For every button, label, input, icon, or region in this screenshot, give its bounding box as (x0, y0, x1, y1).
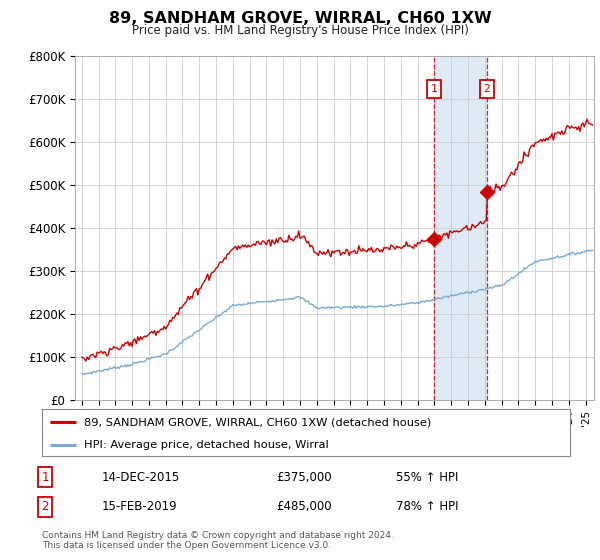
Text: 1: 1 (430, 83, 437, 94)
Bar (434, 56, 487, 400)
Text: 15-FEB-2019: 15-FEB-2019 (102, 500, 178, 514)
Text: 55% ↑ HPI: 55% ↑ HPI (396, 470, 458, 484)
Text: 14-DEC-2015: 14-DEC-2015 (102, 470, 180, 484)
Text: 1: 1 (41, 470, 49, 484)
Text: 2: 2 (484, 83, 490, 94)
Text: 2: 2 (41, 500, 49, 514)
Text: 78% ↑ HPI: 78% ↑ HPI (396, 500, 458, 514)
Text: £375,000: £375,000 (276, 470, 332, 484)
Text: 89, SANDHAM GROVE, WIRRAL, CH60 1XW (detached house): 89, SANDHAM GROVE, WIRRAL, CH60 1XW (det… (84, 417, 431, 427)
Text: £485,000: £485,000 (276, 500, 332, 514)
Text: 89, SANDHAM GROVE, WIRRAL, CH60 1XW: 89, SANDHAM GROVE, WIRRAL, CH60 1XW (109, 11, 491, 26)
Text: HPI: Average price, detached house, Wirral: HPI: Average price, detached house, Wirr… (84, 440, 329, 450)
Text: Contains HM Land Registry data © Crown copyright and database right 2024.
This d: Contains HM Land Registry data © Crown c… (42, 531, 394, 550)
Text: Price paid vs. HM Land Registry's House Price Index (HPI): Price paid vs. HM Land Registry's House … (131, 24, 469, 36)
